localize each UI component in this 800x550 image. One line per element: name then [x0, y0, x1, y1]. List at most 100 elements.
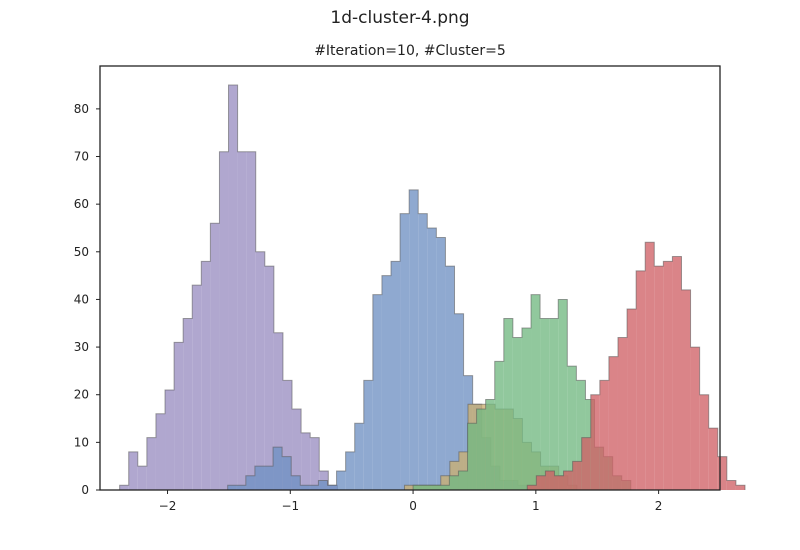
histogram-bar	[354, 423, 364, 490]
y-tick-label: 80	[74, 102, 89, 116]
histogram-bar	[246, 151, 256, 490]
histogram-bar	[690, 347, 700, 490]
histogram-bar	[291, 475, 301, 490]
plot-frame	[99, 65, 721, 491]
histogram-bar	[590, 394, 600, 490]
y-tick-label: 0	[81, 483, 89, 497]
histogram-series-5	[526, 241, 746, 490]
histogram-bar	[494, 361, 504, 490]
histogram-bar	[467, 423, 477, 490]
histogram-bars	[119, 84, 746, 490]
histogram-bar	[400, 213, 410, 490]
histogram-bar	[567, 366, 577, 490]
histogram-bar	[236, 485, 246, 490]
y-tick-label: 30	[74, 340, 89, 354]
histogram-bar	[273, 332, 283, 490]
histogram-bar	[137, 466, 147, 490]
histogram-bar	[146, 437, 156, 490]
histogram-bar	[363, 380, 373, 490]
histogram-bar	[531, 294, 541, 490]
histogram-bar	[431, 485, 441, 490]
histogram-bar	[390, 261, 401, 490]
histogram-bar	[476, 409, 486, 490]
y-tick-label: 40	[74, 292, 89, 306]
histogram-outline	[119, 84, 338, 490]
histogram-bar	[663, 261, 673, 490]
histogram-bar	[413, 485, 423, 490]
histogram-bar	[183, 318, 193, 490]
histogram-bar	[119, 485, 129, 490]
x-tick-label: 2	[655, 499, 663, 513]
histogram-bar	[454, 313, 464, 490]
histogram-bar	[427, 227, 437, 490]
histogram-bar	[485, 399, 495, 490]
histogram-bar	[549, 318, 559, 490]
histogram-bar	[255, 251, 265, 490]
histogram-bar	[300, 485, 310, 490]
histogram-bar	[536, 475, 546, 490]
histogram-bar	[654, 266, 664, 490]
histogram-bar	[608, 356, 618, 490]
histogram-bar	[440, 475, 450, 490]
histogram-bar	[228, 85, 238, 490]
histogram-bar	[440, 485, 450, 490]
y-tick-label: 70	[74, 150, 89, 164]
y-tick-label: 60	[74, 197, 89, 211]
histogram-bar	[449, 475, 459, 490]
x-axis: −2 −1 0 1 2	[159, 490, 663, 513]
histogram-bar	[581, 437, 591, 490]
histogram-bar	[717, 456, 727, 490]
histogram-bar	[336, 470, 346, 490]
x-tick-label: 0	[409, 499, 417, 513]
histogram-bar	[422, 485, 432, 490]
histogram-bar	[545, 470, 555, 490]
histogram-outline	[526, 241, 746, 490]
histogram-bar	[263, 466, 274, 490]
histogram-bar	[735, 485, 745, 490]
histogram-bar	[372, 294, 382, 490]
histogram-bar	[345, 451, 355, 490]
y-axis: 0 10 20 30 40 50 60 70 80	[74, 102, 100, 497]
histogram-bar	[554, 475, 564, 490]
histogram-bar	[672, 256, 682, 490]
histogram-bar	[381, 275, 391, 490]
histogram-bar	[699, 394, 709, 490]
histogram-bar	[445, 266, 455, 490]
chart-title: #Iteration=10, #Cluster=5	[314, 43, 506, 59]
histogram-bar	[309, 485, 319, 490]
histogram-bar	[273, 447, 283, 490]
histogram-bar	[219, 151, 229, 490]
histogram-bar	[227, 485, 237, 490]
histogram-bar	[327, 485, 337, 490]
y-tick-label: 10	[74, 435, 89, 449]
y-tick-label: 20	[74, 388, 89, 402]
histogram-bar	[237, 151, 247, 490]
histogram-bar	[617, 337, 628, 490]
histogram-bar	[318, 480, 328, 490]
histogram-bar	[165, 389, 175, 490]
x-tick-label: −2	[159, 499, 177, 513]
histogram-bar	[708, 428, 718, 490]
histogram-bar	[264, 266, 274, 490]
histogram-bar	[210, 223, 220, 490]
histogram-bar	[558, 299, 568, 490]
histogram-bar	[192, 285, 202, 490]
histogram-bar	[310, 437, 320, 490]
histogram-bar	[404, 485, 414, 490]
figure-suptitle: 1d-cluster-4.png	[330, 8, 470, 28]
histogram-bar	[681, 289, 691, 490]
x-tick-label: 1	[532, 499, 540, 513]
histogram-bar	[155, 413, 166, 490]
histogram-bar	[576, 380, 586, 490]
histogram-bar	[645, 242, 655, 490]
histogram-series-1	[119, 84, 338, 490]
histogram-bar	[282, 380, 293, 490]
histogram-bar	[282, 456, 292, 490]
histogram-bar	[527, 485, 537, 490]
histogram-bar	[128, 451, 138, 490]
histogram-bar	[201, 261, 211, 490]
histogram-bar	[726, 480, 736, 490]
histogram-bar	[503, 318, 513, 490]
histogram-bar	[301, 432, 311, 490]
